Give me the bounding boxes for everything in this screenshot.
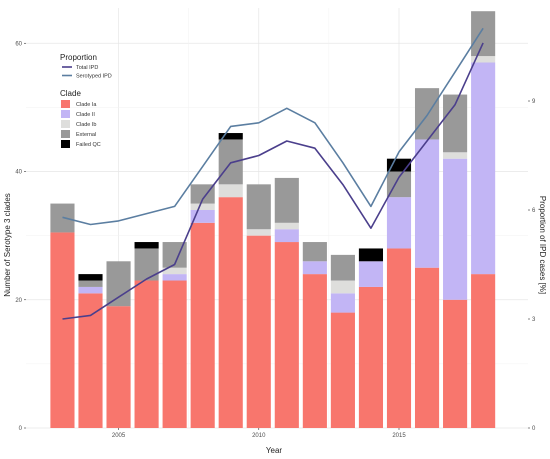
line-serotyped-ipd (62, 27, 484, 226)
bar-external-2018 (471, 11, 496, 57)
y-left-tick-label: 20 (15, 298, 22, 304)
bar-clade-ia-2015 (386, 248, 412, 428)
bar-clade-ia-2006 (134, 280, 159, 428)
y-left-tick-label: 40 (15, 170, 22, 176)
bar-clade-ia-2012 (302, 274, 327, 428)
bar-failed-qc-2006 (134, 242, 159, 249)
legend-bar-swatch (61, 140, 70, 148)
legend-bar-label: Clade Ib (76, 122, 97, 128)
bar-clade-ib-2013 (330, 280, 355, 294)
bar-clade-ii-2007 (162, 274, 187, 281)
line-total-ipd (62, 42, 484, 320)
bar-external-2009 (218, 139, 243, 185)
bar-clade-ia-2009 (218, 197, 243, 428)
bar-clade-ia-2018 (471, 274, 496, 428)
bar-external-2004 (78, 280, 103, 287)
legend: Proportion Total IPD Serotyped IPD Clade … (60, 53, 112, 148)
bar-clade-ib-2009 (218, 184, 243, 198)
bar-clade-ii-2013 (330, 293, 355, 313)
bar-clade-ia-2016 (414, 267, 440, 428)
bar-external-2011 (274, 177, 299, 223)
bar-failed-qc-2014 (358, 248, 384, 262)
legend-bar-label: Failed QC (76, 142, 101, 148)
bar-clade-ii-2011 (274, 229, 299, 243)
bar-external-2005 (106, 261, 131, 307)
bar-external-2013 (330, 254, 355, 281)
legend-bar-entries: Clade Ia Clade II Clade Ib External Failed Q… (61, 100, 101, 148)
bar-clade-ib-2011 (274, 222, 299, 230)
bar-clade-ia-2010 (246, 235, 271, 428)
y-right-tick-label: 0 (532, 426, 536, 432)
bar-clade-ii-2008 (190, 209, 215, 223)
bar-clade-ib-2007 (162, 267, 187, 275)
bar-clade-ii-2018 (471, 62, 496, 275)
bar-clade-ia-2011 (274, 242, 299, 428)
y-left-tick-label: 60 (15, 41, 22, 47)
legend-line-label: Serotyped IPD (76, 74, 112, 80)
axes: 2005 2010 2015 0 20 40 60 0 3 6 9 (15, 41, 536, 439)
bar-clade-ia-2014 (358, 286, 384, 428)
legend-bar-swatch (61, 120, 70, 128)
legend-title-proportion: Proportion (60, 53, 97, 62)
legend-bar-swatch (61, 130, 70, 138)
y-right-tick-label: 9 (532, 99, 536, 105)
legend-title-clade: Clade (60, 89, 81, 98)
y-axis-left-title: Number of Serotype 3 clades (3, 193, 12, 297)
bar-clade-ii-2016 (414, 139, 440, 268)
bar-external-2008 (190, 184, 215, 204)
legend-bar-label: External (76, 132, 96, 138)
y-axis-right-title: Proportion of IPD cases [%] (538, 196, 547, 294)
x-tick-label: 2015 (392, 433, 406, 439)
x-tick-label: 2005 (112, 433, 126, 439)
bar-external-2006 (134, 248, 159, 281)
legend-line-entries: Total IPD Serotyped IPD (62, 65, 112, 80)
lines (62, 27, 484, 320)
legend-bar-swatch (61, 100, 70, 108)
bar-clade-ia-2004 (78, 293, 103, 428)
y-left-tick-label: 0 (19, 426, 23, 432)
bar-external-2016 (414, 88, 440, 140)
bar-clade-ia-2013 (330, 312, 355, 428)
bar-clade-ia-2008 (190, 222, 215, 428)
bar-clade-ib-2017 (443, 152, 468, 159)
bar-clade-ia-2017 (443, 299, 468, 428)
y-right-tick-label: 3 (532, 317, 536, 323)
bar-external-2012 (302, 242, 327, 262)
bar-clade-ib-2008 (190, 203, 215, 210)
x-tick-label: 2010 (252, 433, 266, 439)
legend-bar-label: Clade Ia (76, 102, 97, 108)
bar-external-2010 (246, 184, 271, 230)
bar-clade-ia-2005 (106, 306, 131, 428)
bar-clade-ib-2010 (246, 229, 271, 236)
bar-failed-qc-2009 (218, 133, 243, 140)
bar-clade-ia-2007 (162, 280, 187, 428)
bar-clade-ia-2003 (50, 232, 75, 428)
x-axis-title: Year (266, 446, 283, 455)
bar-clade-ii-2012 (302, 261, 327, 275)
y-right-tick-label: 6 (532, 208, 536, 214)
bar-clade-ii-2014 (358, 261, 384, 287)
bar-clade-ib-2018 (471, 56, 496, 63)
bar-failed-qc-2004 (78, 274, 103, 281)
bar-clade-ii-2004 (78, 286, 103, 294)
legend-bar-swatch (61, 110, 70, 118)
bar-clade-ii-2015 (386, 197, 412, 249)
legend-bar-label: Clade II (76, 112, 95, 118)
legend-line-label: Total IPD (76, 65, 98, 71)
bar-clade-ii-2017 (443, 158, 468, 300)
bars (50, 11, 496, 428)
